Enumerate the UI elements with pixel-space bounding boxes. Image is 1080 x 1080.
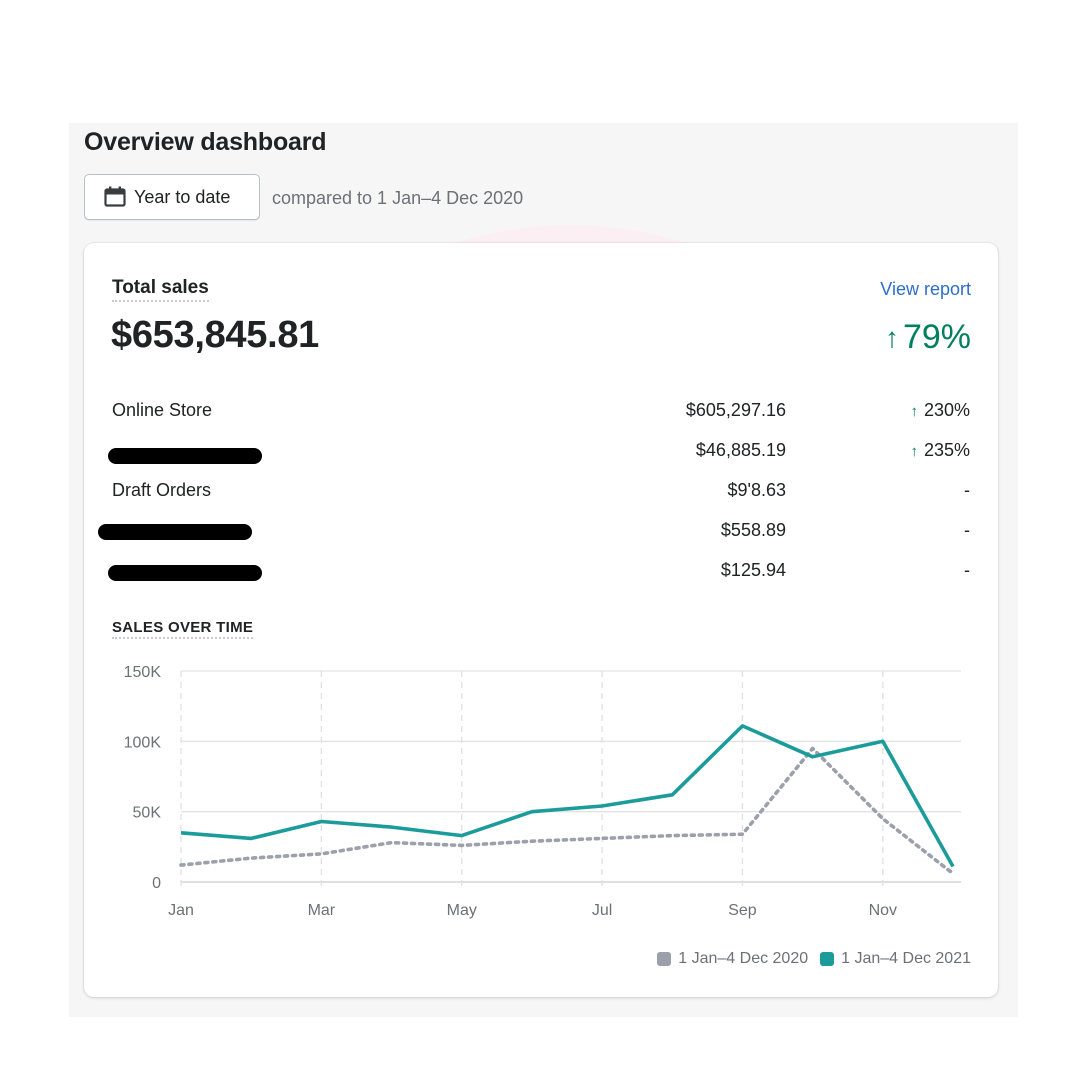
arrow-up-icon: ↑ <box>884 321 899 353</box>
sales-channel-row: $46,885.19 ↑ 235% <box>112 440 972 464</box>
channel-change: ↑ 230% <box>910 400 970 420</box>
legend-item-current[interactable]: 1 Jan–4 Dec 2021 <box>820 950 971 968</box>
channel-amount: $46,885.19 <box>695 440 786 460</box>
page-title: Overview dashboard <box>84 128 327 156</box>
redaction-bar <box>108 448 262 464</box>
channel-name: Online Store <box>112 400 213 420</box>
sales-channel-row: Online Store $605,297.16 ↑ 230% <box>112 400 972 424</box>
y-tick-label: 150K <box>124 664 162 681</box>
channel-amount: $605,297.16 <box>685 400 786 420</box>
arrow-up-icon: ↑ <box>910 443 918 460</box>
comparison-text: compared to 1 Jan–4 Dec 2020 <box>272 188 524 208</box>
x-tick-label: Jul <box>592 902 612 919</box>
date-range-button[interactable]: Year to date <box>84 174 260 220</box>
channel-change: ↑ 235% <box>910 440 970 460</box>
view-report-link[interactable]: View report <box>880 279 971 299</box>
date-range-label: Year to date <box>134 186 231 207</box>
x-tick-label: Jan <box>168 902 194 919</box>
x-tick-label: Mar <box>308 902 336 919</box>
channel-change: - <box>964 520 970 540</box>
legend-label-current: 1 Jan–4 Dec 2021 <box>841 950 971 967</box>
x-tick-label: Nov <box>869 902 897 919</box>
channel-amount: $9'8.63 <box>727 480 787 500</box>
chart-legend: 1 Jan–4 Dec 2020 1 Jan–4 Dec 2021 <box>645 950 971 968</box>
total-sales-card <box>84 243 998 997</box>
redaction-bar <box>108 565 262 581</box>
chart-title[interactable]: SALES OVER TIME <box>112 619 254 639</box>
y-tick-label: 100K <box>124 734 162 751</box>
sales-channel-row: $558.89 - <box>112 520 972 544</box>
redaction-bar <box>98 524 252 540</box>
series-line-2021 <box>180 724 955 868</box>
legend-swatch-current <box>820 952 835 966</box>
sales-channel-row: $125.94 - <box>112 560 972 584</box>
y-tick-label: 50K <box>133 805 162 822</box>
total-sales-change-value: 79% <box>902 318 971 356</box>
arrow-up-icon: ↑ <box>910 403 918 420</box>
y-tick-label: 0 <box>152 875 161 892</box>
legend-swatch-previous <box>657 952 672 966</box>
channel-change: - <box>964 560 970 580</box>
channel-amount: $125.94 <box>720 560 786 580</box>
series-line-2020 <box>179 746 955 876</box>
total-sales-change: ↑ 79% <box>885 318 971 357</box>
channel-change: - <box>964 480 970 500</box>
x-tick-label: May <box>447 902 477 919</box>
legend-label-previous: 1 Jan–4 Dec 2020 <box>678 950 809 967</box>
x-tick-label: Sep <box>728 902 757 919</box>
legend-item-previous[interactable]: 1 Jan–4 Dec 2020 <box>657 950 808 968</box>
total-sales-value: $653,845.81 <box>111 314 320 356</box>
channel-amount: $558.89 <box>720 520 786 540</box>
calendar-icon <box>104 186 126 207</box>
total-sales-label[interactable]: Total sales <box>112 277 209 302</box>
channel-name: Draft Orders <box>112 480 212 500</box>
sales-channel-row: Draft Orders $9'8.63 - <box>112 480 972 504</box>
